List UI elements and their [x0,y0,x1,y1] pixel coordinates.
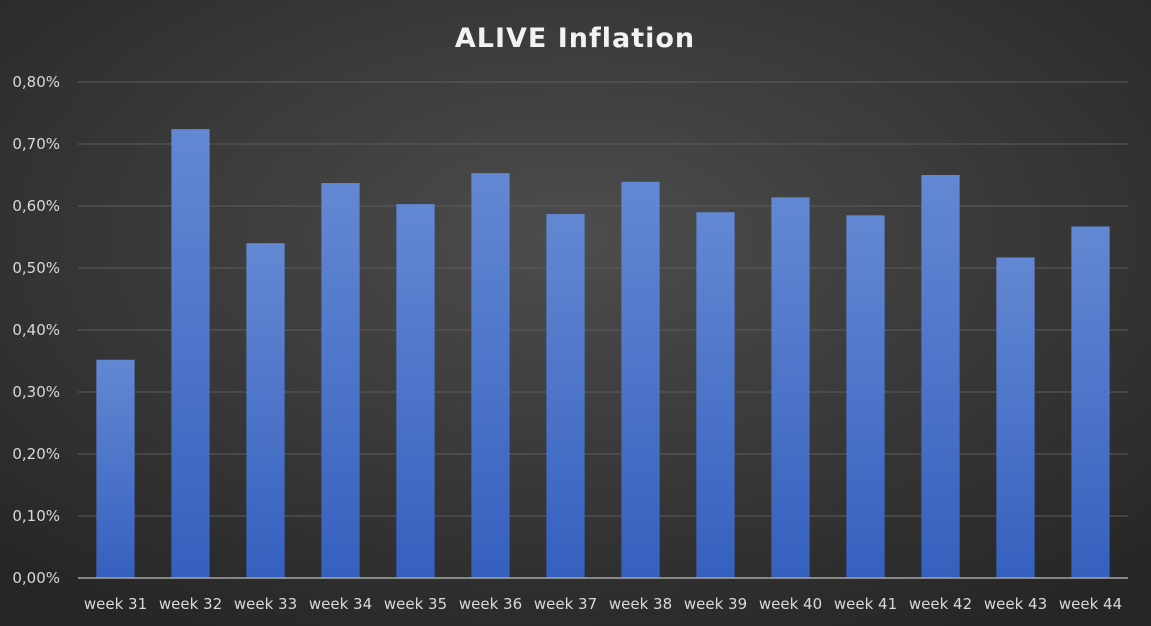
x-tick-label: week 43 [984,595,1047,613]
bar [246,243,285,578]
x-tick-label: week 41 [834,595,897,613]
bar [996,257,1035,578]
x-tick-label: week 36 [459,595,522,613]
x-tick-label: week 31 [84,595,147,613]
x-tick-label: week 33 [234,595,297,613]
x-tick-label: week 34 [309,595,372,613]
y-tick-label: 0,80% [12,73,60,91]
bar [96,359,135,578]
x-tick-label: week 38 [609,595,672,613]
x-tick-label: week 42 [909,595,972,613]
y-tick-label: 0,10% [12,507,60,525]
bar [696,212,735,578]
y-tick-label: 0,20% [12,445,60,463]
x-tick-label: week 35 [384,595,447,613]
bar [846,215,885,579]
y-tick-label: 0,50% [12,259,60,277]
bar [471,173,510,578]
bar [321,183,360,578]
x-tick-label: week 39 [684,595,747,613]
y-tick-label: 0,30% [12,383,60,401]
x-tick-label: week 32 [159,595,222,613]
x-tick-label: week 44 [1059,595,1122,613]
bar [171,129,210,578]
x-tick-label: week 40 [759,595,822,613]
y-tick-label: 0,00% [12,569,60,587]
bar [921,175,960,578]
bar [771,197,810,578]
x-tick-label: week 37 [534,595,597,613]
y-tick-label: 0,40% [12,321,60,339]
y-tick-label: 0,60% [12,197,60,215]
bar [621,181,660,578]
chart-title: ALIVE Inflation [455,23,695,54]
bar [546,214,585,578]
bar [396,204,435,578]
bar [1071,226,1110,578]
y-tick-label: 0,70% [12,135,60,153]
